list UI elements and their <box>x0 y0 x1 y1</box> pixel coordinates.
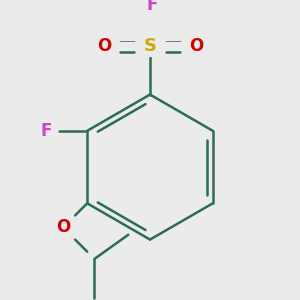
Text: O: O <box>189 37 203 55</box>
Text: F: F <box>40 122 52 140</box>
Text: O: O <box>97 37 111 55</box>
Text: O: O <box>56 218 70 236</box>
Text: S: S <box>143 37 157 55</box>
Text: F: F <box>147 0 158 14</box>
